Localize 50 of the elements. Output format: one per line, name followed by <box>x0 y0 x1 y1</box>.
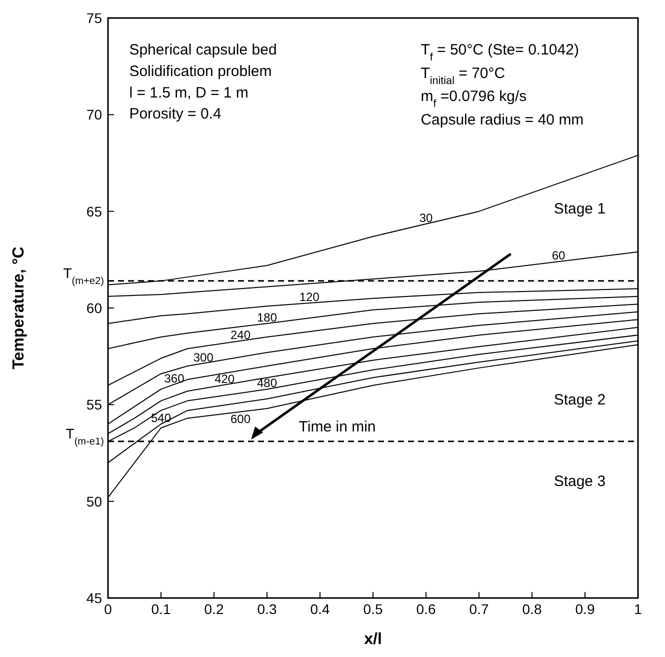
y-tick-label: 55 <box>86 396 102 413</box>
annotation: T$_{initial}$ = 70°C <box>420 64 506 87</box>
line-series <box>108 340 638 464</box>
series-label: 120 <box>299 290 320 304</box>
y-tick-label: 60 <box>86 300 102 316</box>
y-tick-label: 50 <box>86 493 102 510</box>
annotation: Spherical capsule bed <box>129 42 277 59</box>
series-label: 600 <box>230 412 251 426</box>
x-tick-label: 0.2 <box>204 600 224 617</box>
series-label: 180 <box>256 310 278 324</box>
y-tick-label: 70 <box>86 106 102 123</box>
annotation: Capsule radius = 40 mm <box>420 111 584 128</box>
y-axis-title: Temperature, °C <box>10 246 28 370</box>
annotation: Stage 3 <box>554 472 606 490</box>
x-axis-title: x/l <box>364 631 382 648</box>
x-tick-label: 0.7 <box>469 600 489 617</box>
y-tick-label: 45 <box>86 590 102 606</box>
x-tick-label: 0.3 <box>257 600 277 617</box>
x-tick-label: 0.1 <box>151 600 171 617</box>
series-label: 420 <box>214 372 235 386</box>
annotation: l = 1.5 m, D = 1 m <box>129 84 248 102</box>
annotation: Stage 2 <box>554 392 606 409</box>
x-tick-label: 1 <box>634 600 642 617</box>
series-label: 300 <box>193 350 214 364</box>
line-series <box>108 154 638 286</box>
annotation: Solidification problem <box>129 63 272 80</box>
ref-line-label: T$_{(m+e2)}$ <box>63 264 104 286</box>
x-tick-label: 0.5 <box>363 600 383 617</box>
y-tick-label: 65 <box>86 203 102 220</box>
x-tick-label: 0.6 <box>416 600 436 617</box>
ref-line-label: T$_{(m-e1)}$ <box>66 425 104 447</box>
series-label: 360 <box>164 371 185 386</box>
annotation: Time in min <box>298 418 376 436</box>
series-label: 480 <box>256 376 278 390</box>
annotation: Stage 1 <box>554 200 606 218</box>
y-tick-label: 75 <box>86 10 102 26</box>
line-series <box>108 344 638 498</box>
annotation: m$_{f}$ =0.0796 kg/s <box>420 88 527 110</box>
x-tick-label: 0.8 <box>522 600 542 617</box>
series-label: 240 <box>230 328 251 342</box>
annotation: Porosity = 0.4 <box>129 106 222 123</box>
x-tick-label: 0.4 <box>310 600 330 617</box>
series-label: 60 <box>552 248 566 263</box>
series-label: 30 <box>419 210 433 225</box>
x-tick-label: 0.9 <box>575 600 595 617</box>
line-series <box>108 304 638 386</box>
x-tick-label: 0 <box>104 600 112 617</box>
annotation: T$_{f}$ = 50°C (Ste= 0.1042) <box>420 42 579 64</box>
series-label: 540 <box>150 411 172 425</box>
line-series <box>108 288 638 324</box>
